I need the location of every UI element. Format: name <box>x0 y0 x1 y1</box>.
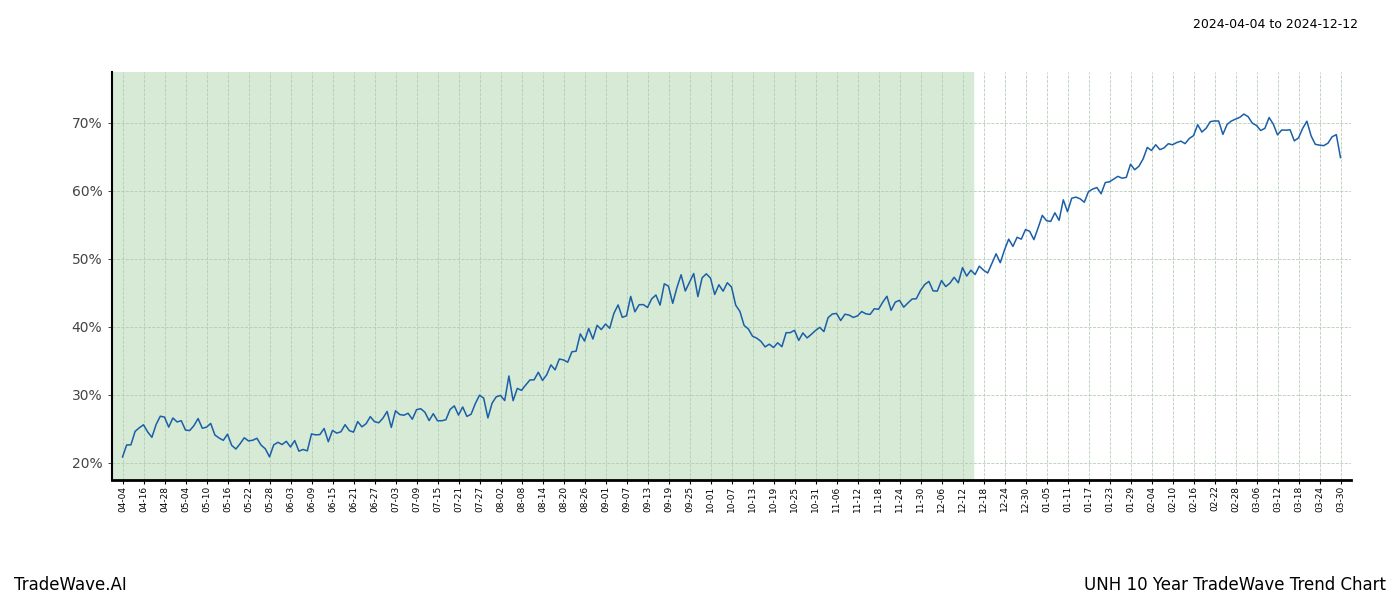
Text: UNH 10 Year TradeWave Trend Chart: UNH 10 Year TradeWave Trend Chart <box>1084 576 1386 594</box>
Bar <box>112 72 973 480</box>
Text: TradeWave.AI: TradeWave.AI <box>14 576 127 594</box>
Text: 2024-04-04 to 2024-12-12: 2024-04-04 to 2024-12-12 <box>1193 18 1358 31</box>
